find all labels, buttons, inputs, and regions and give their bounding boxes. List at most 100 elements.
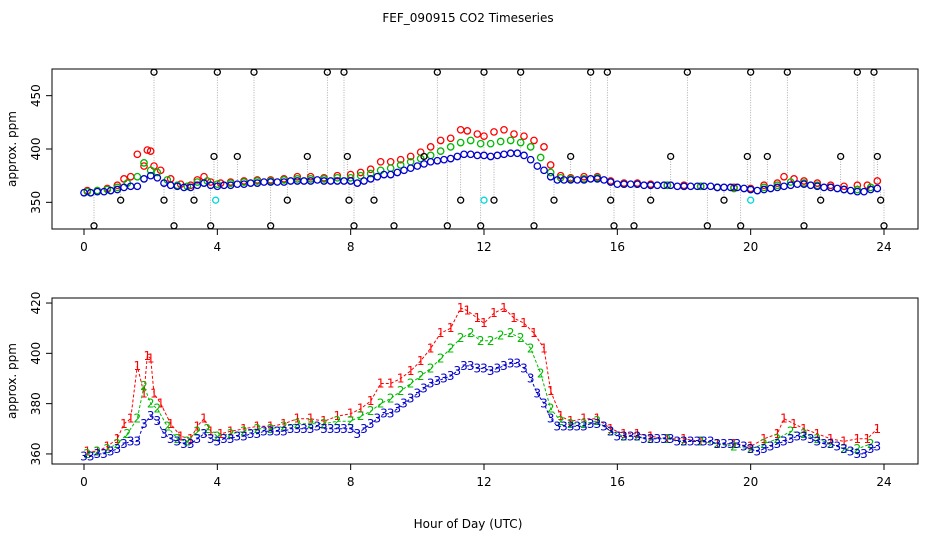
data-layer	[80, 69, 888, 229]
data-point-series-1	[366, 165, 375, 174]
data-label-series-3: 3	[80, 449, 88, 463]
data-label-series-3: 3	[660, 432, 668, 446]
data-label-series-2: 2	[634, 429, 642, 443]
data-label-series-3: 3	[474, 361, 482, 375]
data-label-series-1: 1	[187, 432, 195, 446]
data-label-series-3: 3	[794, 429, 802, 443]
data-point-series-2	[546, 168, 555, 177]
data-point-series-2	[146, 166, 155, 175]
cyan-point	[747, 196, 755, 204]
data-point-series-3	[460, 150, 468, 159]
data-point-series-3	[453, 152, 462, 161]
data-point-series-1	[456, 125, 465, 134]
flag-point	[720, 196, 728, 204]
flag-point	[210, 152, 218, 161]
data-label-series-1: 1	[227, 424, 235, 438]
data-point-series-3	[493, 151, 502, 160]
data-label-series-3: 3	[294, 422, 302, 436]
data-label-series-1: 1	[120, 417, 128, 431]
data-point-series-2	[333, 173, 342, 182]
data-label-series-3: 3	[260, 424, 268, 438]
data-point-series-3	[166, 181, 175, 190]
data-label-series-1: 1	[510, 311, 518, 325]
data-label-series-1: 1	[157, 397, 165, 411]
data-label-series-3: 3	[134, 434, 142, 448]
data-point-series-2	[663, 181, 672, 190]
flag-point	[667, 152, 675, 161]
data-label-series-3: 3	[327, 422, 335, 436]
data-label-series-1: 1	[480, 316, 488, 330]
data-label-series-3: 3	[640, 432, 648, 446]
data-label-series-3: 3	[167, 432, 175, 446]
data-label-series-3: 3	[127, 434, 135, 448]
data-point-series-1	[146, 147, 155, 155]
data-label-series-3: 3	[187, 437, 195, 451]
data-point-series-3	[386, 170, 395, 179]
flag-point	[743, 152, 751, 161]
data-label-series-3: 3	[300, 422, 308, 436]
data-point-series-3	[400, 166, 408, 175]
data-label-series-3: 3	[414, 387, 422, 401]
data-point-series-2	[346, 173, 355, 182]
data-label-series-3: 3	[667, 432, 675, 446]
data-label-series-3: 3	[400, 397, 408, 411]
flag-point	[345, 196, 353, 204]
data-point-series-3	[506, 149, 515, 158]
data-point-series-1	[416, 148, 425, 157]
data-label-series-3: 3	[527, 371, 535, 385]
data-label-series-3: 3	[587, 417, 595, 431]
data-label-series-2: 2	[557, 414, 565, 428]
data-point-series-3	[140, 175, 148, 183]
data-label-series-3: 3	[720, 437, 728, 451]
data-label-series-2: 2	[204, 422, 212, 436]
data-label-series-2: 2	[254, 422, 262, 436]
flag-point	[817, 196, 825, 204]
data-label-series-2: 2	[147, 397, 155, 411]
flag-point	[490, 196, 498, 204]
flag-point	[783, 69, 791, 76]
data-label-series-1: 1	[447, 321, 455, 335]
data-point-series-3	[433, 156, 442, 165]
data-label-series-3: 3	[840, 442, 848, 456]
data-point-series-1	[356, 168, 365, 177]
data-label-series-1: 1	[140, 387, 148, 401]
data-label-series-1: 1	[254, 419, 262, 433]
flag-point	[480, 69, 488, 76]
data-label-series-3: 3	[107, 444, 115, 458]
data-label-series-2: 2	[417, 369, 425, 383]
flag-point	[370, 196, 378, 204]
data-label-series-3: 3	[554, 419, 562, 433]
data-label-series-2: 2	[760, 437, 768, 451]
data-point-series-3	[413, 162, 422, 170]
flag-point	[610, 222, 618, 229]
data-label-series-2: 2	[94, 444, 102, 458]
data-label-series-1: 1	[567, 414, 575, 428]
x-axis-label: Hour of Day (UTC)	[414, 517, 523, 531]
flag-point	[207, 222, 215, 229]
data-label-series-3: 3	[180, 437, 188, 451]
data-point-series-3	[486, 152, 495, 161]
data-point-series-1	[873, 177, 882, 185]
flag-point	[390, 222, 398, 229]
data-point-series-2	[456, 138, 465, 147]
data-label-series-1: 1	[207, 424, 215, 438]
data-point-series-3	[873, 184, 882, 193]
data-label-series-1: 1	[594, 412, 602, 426]
chart-title: FEF_090915 CO2 Timeseries	[382, 11, 553, 25]
data-point-series-3	[600, 176, 608, 184]
data-point-series-3	[346, 177, 355, 185]
data-label-series-1: 1	[520, 316, 528, 330]
data-label-series-3: 3	[514, 356, 522, 370]
flag-point	[213, 69, 221, 76]
data-label-series-3: 3	[394, 402, 402, 416]
data-label-series-2: 2	[774, 432, 782, 446]
data-label-series-1: 1	[580, 412, 588, 426]
flag-point	[853, 69, 861, 76]
data-point-series-1	[510, 130, 518, 138]
data-label-series-2: 2	[787, 424, 795, 438]
data-point-series-2	[436, 147, 445, 155]
data-label-series-3: 3	[800, 429, 808, 443]
x-tick-label: 8	[347, 240, 355, 254]
y-tick-label: 350	[29, 191, 43, 214]
data-label-series-3: 3	[714, 437, 722, 451]
